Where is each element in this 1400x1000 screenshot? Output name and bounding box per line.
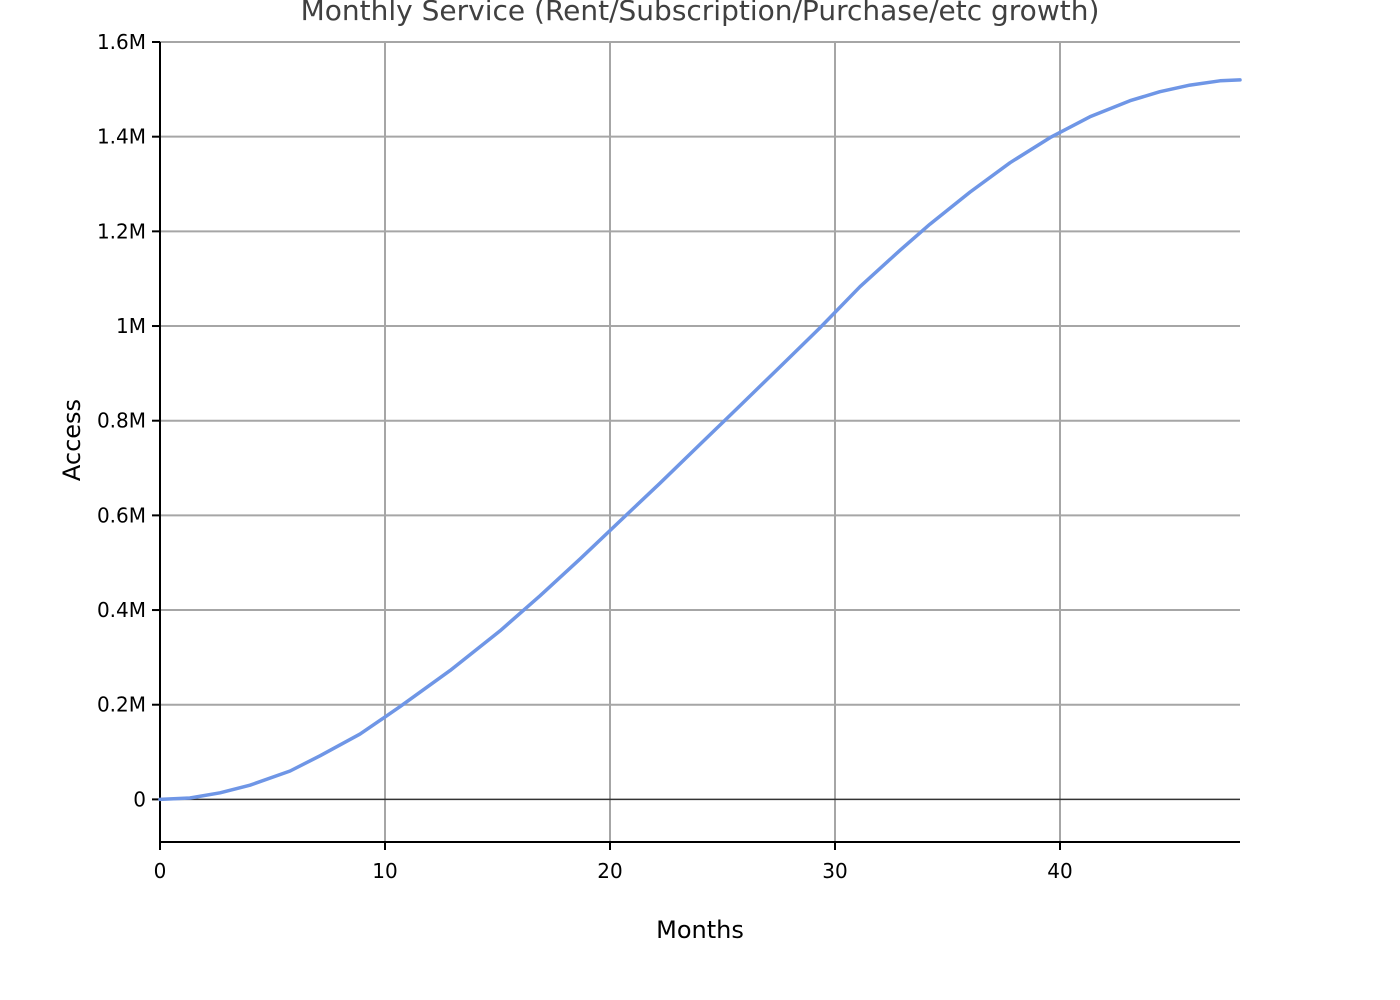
y-tick-label: 0.8M — [97, 409, 146, 433]
y-tick-label: 0.4M — [97, 598, 146, 622]
x-tick-label: 40 — [1047, 859, 1072, 883]
y-tick-label: 1.4M — [97, 125, 146, 149]
series-layer — [158, 78, 1242, 802]
y-axis-title: Access — [58, 399, 86, 481]
series-line — [158, 78, 1242, 802]
y-tick-label: 1.2M — [97, 219, 146, 243]
y-tick-label: 0.6M — [97, 503, 146, 527]
x-tick-label: 0 — [154, 859, 167, 883]
x-tick-label: 10 — [372, 859, 397, 883]
y-tick-label: 0.2M — [97, 693, 146, 717]
axes: 0 10 20 30 40 0 0.2M 0.4M 0.6M 0.8M 1M 1.2M 1.4M 1.6M — [97, 30, 1240, 883]
y-tick-label: 1.6M — [97, 30, 146, 54]
x-tick-label: 30 — [822, 859, 847, 883]
y-tick-label: 0 — [133, 787, 146, 811]
grid — [160, 41, 1240, 842]
chart-title: Monthly Service (Rent/Subscription/Purch… — [301, 0, 1100, 27]
y-tick-label: 1M — [116, 314, 146, 338]
x-tick-label: 20 — [597, 859, 622, 883]
x-axis-title: Months — [656, 916, 744, 944]
